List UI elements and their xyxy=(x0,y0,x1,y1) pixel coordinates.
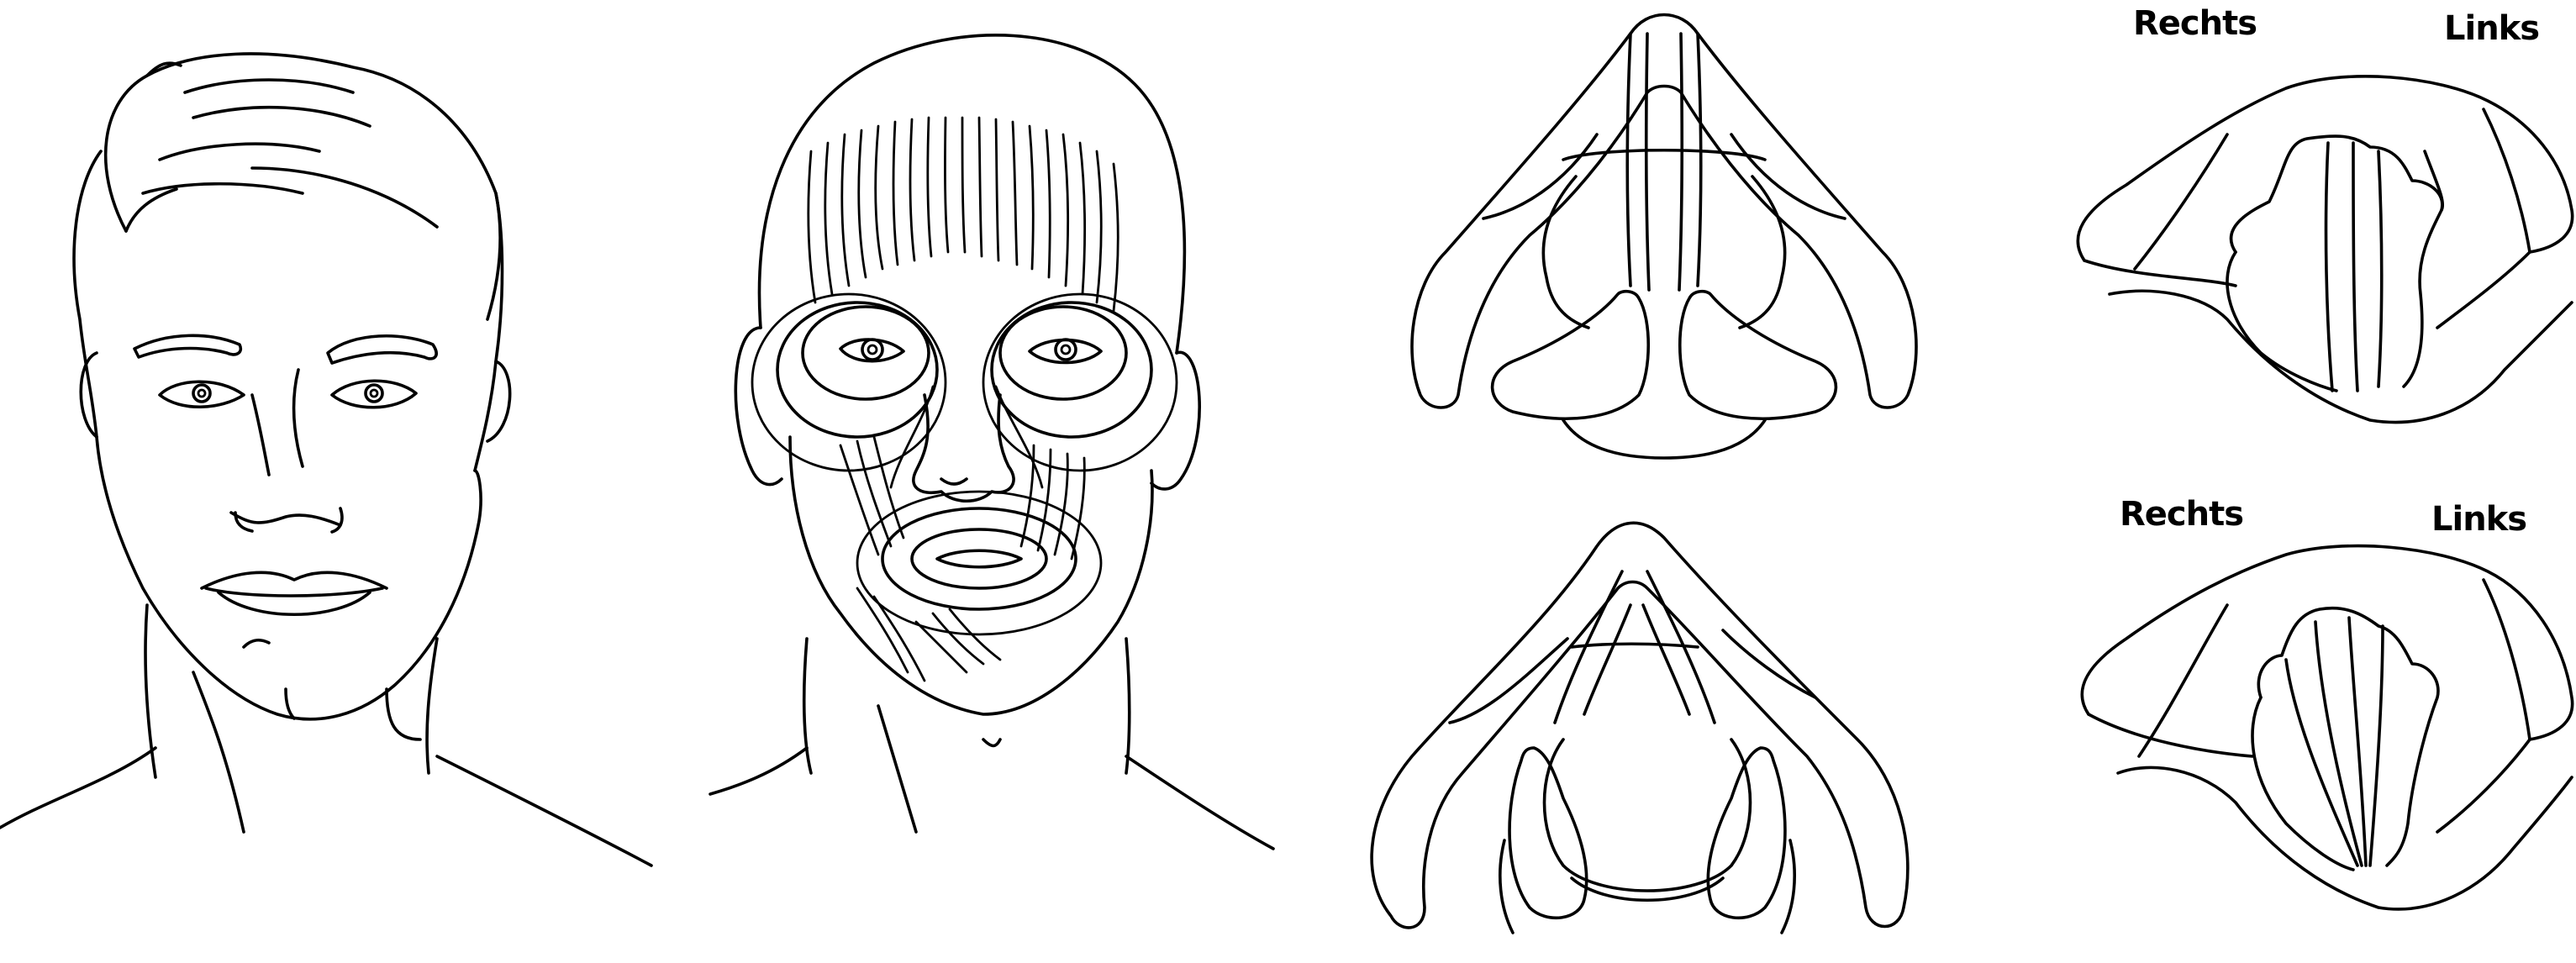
label-links-bottom: Links xyxy=(2431,500,2527,539)
face-outline-drawing xyxy=(0,52,653,867)
nasal-cartilage-bottom xyxy=(1370,521,1910,934)
nostril-base-top xyxy=(2076,75,2574,424)
label-rechts-top: Rechts xyxy=(2133,4,2257,43)
label-rechts-bottom: Rechts xyxy=(2120,495,2244,534)
label-links-top: Links xyxy=(2444,9,2540,48)
nasal-cartilage-top xyxy=(1410,13,1918,460)
facial-muscles-drawing xyxy=(709,34,1275,850)
nostril-base-bottom xyxy=(2080,544,2574,911)
